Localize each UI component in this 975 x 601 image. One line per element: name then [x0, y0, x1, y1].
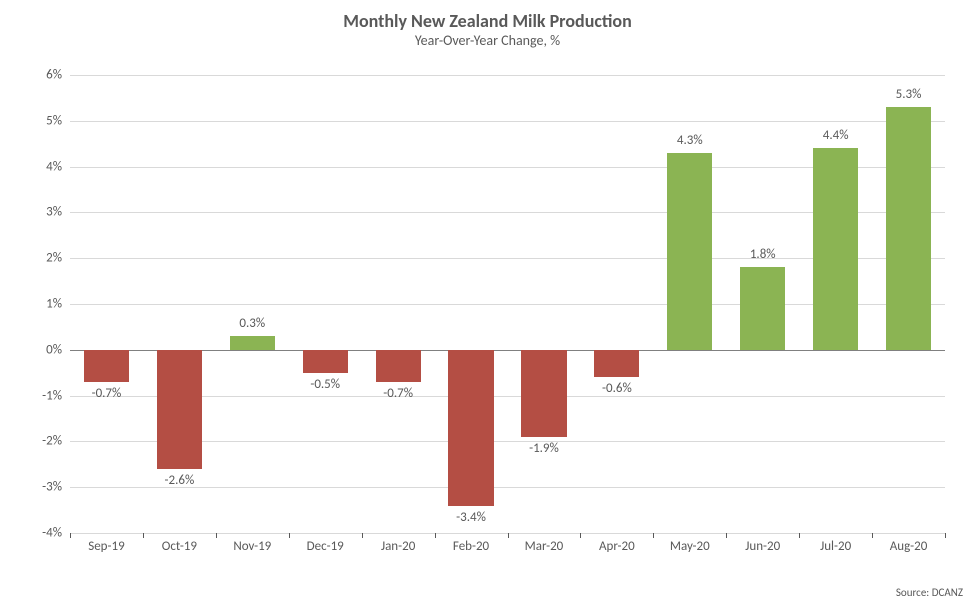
data-label: -1.9% — [529, 441, 559, 456]
x-tick — [216, 533, 217, 538]
x-axis-label: Nov-19 — [233, 539, 271, 554]
x-tick — [362, 533, 363, 538]
data-label: 0.3% — [239, 316, 265, 331]
x-tick — [726, 533, 727, 538]
bar — [740, 267, 785, 349]
x-tick — [70, 533, 71, 538]
bar — [230, 336, 275, 350]
x-axis-label: Dec-19 — [307, 539, 344, 554]
x-tick — [289, 533, 290, 538]
data-label: -0.6% — [602, 381, 632, 396]
x-tick — [143, 533, 144, 538]
x-tick — [653, 533, 654, 538]
x-axis-label: May-20 — [670, 539, 710, 554]
bar — [157, 350, 202, 469]
y-axis-label: 6% — [46, 68, 62, 83]
x-tick — [508, 533, 509, 538]
y-axis-label: -4% — [42, 526, 62, 541]
chart-subtitle: Year-Over-Year Change, % — [20, 32, 955, 49]
bar — [448, 350, 493, 506]
x-axis-label: Mar-20 — [525, 539, 564, 554]
bar — [521, 350, 566, 437]
y-axis-label: 0% — [46, 342, 62, 357]
gridline — [70, 121, 945, 122]
x-tick — [799, 533, 800, 538]
x-tick — [945, 533, 946, 538]
bar — [813, 148, 858, 350]
data-label: -3.4% — [456, 510, 486, 525]
bar — [886, 107, 931, 350]
chart-source: Source: DCANZ — [896, 586, 963, 599]
y-axis-label: 3% — [46, 205, 62, 220]
bar — [594, 350, 639, 377]
x-axis-label: Jan-20 — [381, 539, 415, 554]
data-label: 4.4% — [823, 128, 849, 143]
x-axis-label: Oct-19 — [162, 539, 197, 554]
data-label: 5.3% — [896, 87, 922, 102]
bar — [376, 350, 421, 382]
data-label: 1.8% — [750, 247, 776, 262]
plot-area: -4%-3%-2%-1%0%1%2%3%4%5%6%Sep-19-0.7%Oct… — [70, 75, 945, 533]
chart-container: Monthly New Zealand Milk Production Year… — [20, 10, 955, 581]
gridline — [70, 487, 945, 488]
y-axis-label: -3% — [42, 480, 62, 495]
y-axis-label: 5% — [46, 113, 62, 128]
data-label: -0.7% — [92, 386, 122, 401]
x-axis-label: Aug-20 — [890, 539, 928, 554]
y-axis-label: 1% — [46, 297, 62, 312]
y-axis-label: 2% — [46, 251, 62, 266]
gridline — [70, 75, 945, 76]
bar — [303, 350, 348, 373]
data-label: -2.6% — [165, 473, 195, 488]
y-axis-label: -2% — [42, 434, 62, 449]
x-tick — [872, 533, 873, 538]
data-label: 4.3% — [677, 133, 703, 148]
x-axis-label: Jul-20 — [820, 539, 851, 554]
data-label: -0.7% — [383, 386, 413, 401]
y-axis-label: 4% — [46, 159, 62, 174]
x-tick — [580, 533, 581, 538]
bar — [667, 153, 712, 350]
y-axis-label: -1% — [42, 388, 62, 403]
x-axis-label: Apr-20 — [599, 539, 635, 554]
data-label: -0.5% — [310, 377, 340, 392]
x-axis-label: Jun-20 — [745, 539, 780, 554]
x-axis-label: Sep-19 — [88, 539, 124, 554]
bar — [84, 350, 129, 382]
chart-title: Monthly New Zealand Milk Production — [20, 10, 955, 32]
x-axis-label: Feb-20 — [453, 539, 489, 554]
x-tick — [435, 533, 436, 538]
